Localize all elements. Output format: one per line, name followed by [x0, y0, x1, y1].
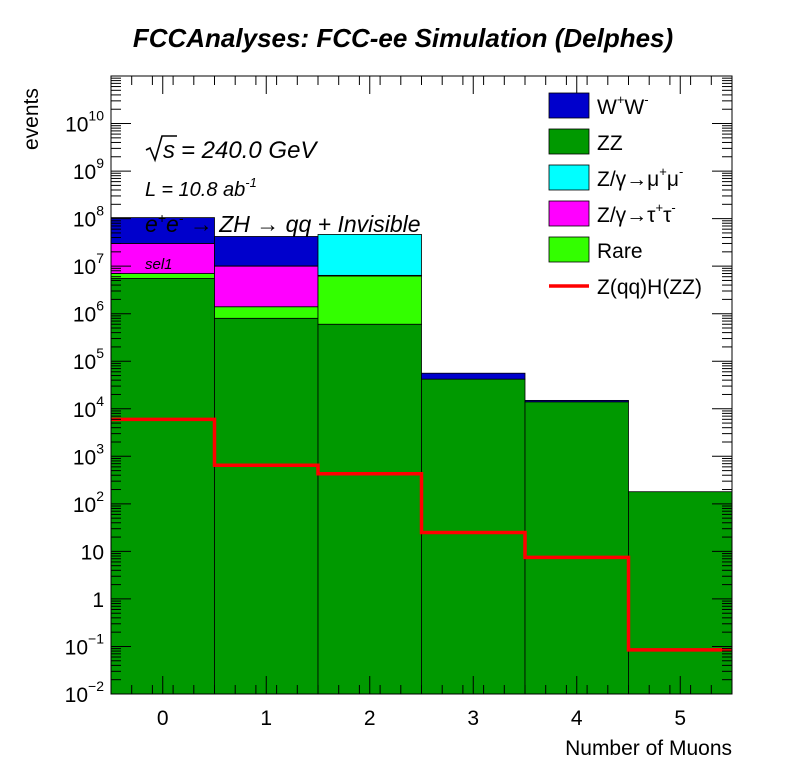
bar-ZZ-5: [628, 491, 733, 695]
legend: W+W- ZZ Z/γ→μ+μ- Z/γ→τ+τ- Rare Z(qq)H(ZZ): [548, 92, 702, 299]
legend-label: Z(qq)H(ZZ): [597, 276, 702, 299]
legend-label: Z/γ→μ+μ-: [597, 164, 683, 191]
legend-label: ZZ: [597, 132, 623, 155]
y-axis-label: events: [20, 88, 43, 150]
sqrt-s-value: = 240.0 GeV: [181, 137, 318, 164]
x-axis: 0 1 2 3 4 5: [110, 76, 733, 730]
legend-swatch: [548, 128, 590, 155]
bar-ZZ-1: [214, 317, 319, 695]
chart-title: FCCAnalyses: FCC-ee Simulation (Delphes): [133, 23, 673, 53]
bar-WW-3: [421, 372, 526, 380]
bar-Z-1: [214, 265, 319, 308]
y-tick-label: 107: [73, 250, 104, 279]
sqrt-symbol-icon: [145, 135, 177, 163]
x-axis-label: Number of Muons: [565, 737, 732, 760]
x-tick-label: 5: [674, 707, 686, 730]
x-tick-label: 4: [571, 707, 583, 730]
bar-ZZ-0: [110, 278, 215, 695]
bar-Z-0: [110, 243, 215, 274]
legend-entry: Z/γ→τ+τ-: [548, 200, 676, 227]
signal-line: [111, 417, 732, 652]
y-tick-label: 1010: [65, 108, 104, 137]
y-tick-label: 106: [73, 298, 104, 327]
legend-entry: W+W-: [548, 92, 649, 119]
y-axis: 10−2 10−1 1 10 102 103 104 105 106 107 108 109 1010: [65, 77, 732, 707]
lumi-label: L = 10.8 ab: [145, 179, 245, 201]
bar-Rare-2: [317, 275, 422, 325]
bar-ZZ-4: [524, 401, 629, 695]
y-tick-label: 108: [73, 203, 104, 232]
legend-entry: Rare: [548, 236, 643, 263]
sqrt-s-label: s: [163, 137, 175, 164]
legend-swatch: [548, 236, 590, 263]
x-tick-label: 2: [364, 707, 376, 730]
lumi-annotation: L = 10.8 ab-1: [145, 175, 257, 201]
x-tick-label: 3: [467, 707, 479, 730]
x-tick-label: 1: [260, 707, 272, 730]
y-tick-label: 102: [73, 488, 104, 517]
legend-swatch: [548, 200, 590, 227]
process-label: → ZH → qq + Invisible: [190, 211, 421, 237]
y-tick-label: 103: [73, 440, 104, 469]
y-tick-label: 10−2: [65, 678, 105, 707]
process-annotation: e+e- → ZH → qq + Invisible: [145, 210, 421, 237]
svg-text:L = 10.8 ab-1: L = 10.8 ab-1: [145, 175, 257, 201]
legend-entry: ZZ: [548, 128, 623, 155]
legend-label: Rare: [597, 240, 643, 263]
y-tick-label: 109: [73, 155, 104, 184]
lumi-exponent: -1: [245, 175, 257, 190]
selection-label: sel1: [145, 256, 173, 273]
y-tick-label: 10−1: [65, 630, 105, 659]
y-tick-label: 1: [92, 589, 104, 612]
y-tick-label: 105: [73, 345, 104, 374]
stacked-bars: [110, 217, 733, 695]
svg-text:e+e- → ZH → qq + Invisible: e+e- → ZH → qq + Invisible: [145, 210, 421, 237]
bar-Rare-0: [110, 273, 215, 279]
bar-ZZ-3: [421, 378, 526, 695]
bar-WW-1: [214, 236, 319, 267]
legend-entry: Z(qq)H(ZZ): [549, 276, 702, 299]
y-tick-label: 10: [81, 541, 104, 564]
legend-label: Z/γ→τ+τ-: [597, 200, 676, 227]
sqrt-s-annotation: s = 240.0 GeV: [145, 135, 318, 164]
bar-ZZ-2: [317, 323, 422, 695]
legend-entry: Z/γ→μ+μ-: [548, 164, 683, 191]
bar-WW-4: [524, 399, 629, 403]
legend-swatch: [548, 164, 590, 191]
bar-Z-2: [317, 234, 422, 276]
legend-swatch: [548, 92, 590, 119]
y-tick-label: 104: [73, 393, 104, 422]
legend-label: W+W-: [597, 92, 649, 119]
x-tick-label: 0: [157, 707, 169, 730]
signal-histogram: [111, 417, 732, 652]
bar-Rare-1: [214, 306, 319, 319]
